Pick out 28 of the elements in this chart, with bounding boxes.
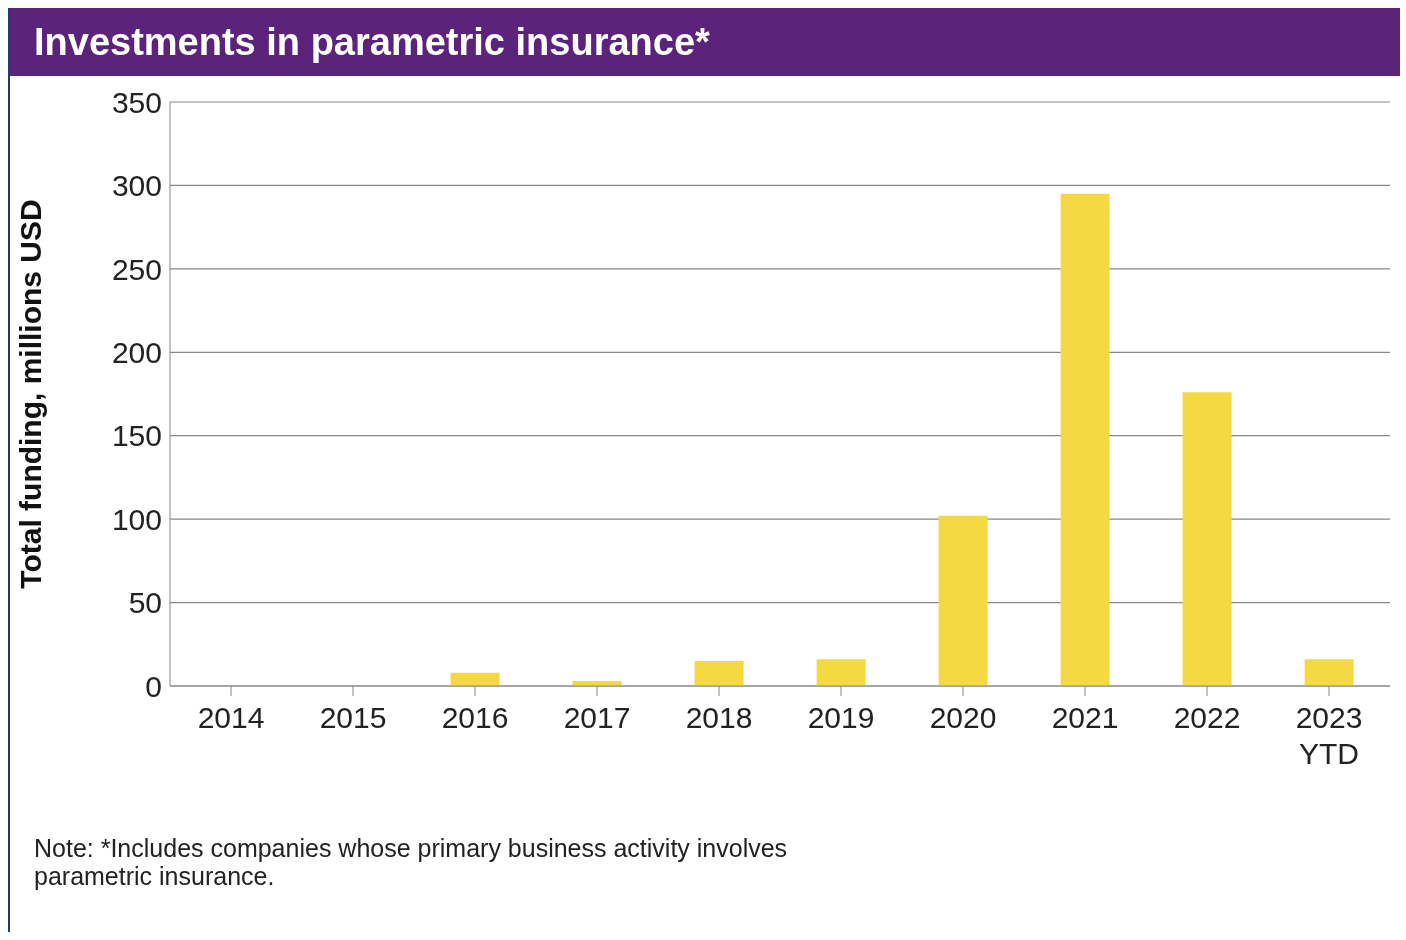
x-tick-label: 2022: [1173, 701, 1241, 734]
x-tick-label: 2020: [929, 701, 997, 734]
x-tick-label: 2019: [807, 701, 875, 734]
x-tick-label: 2017: [563, 701, 631, 734]
y-tick-label: 200: [111, 335, 162, 369]
x-tick-label: 2016: [441, 701, 509, 734]
bar: [938, 515, 988, 686]
x-tick-label: 2014: [197, 701, 265, 734]
y-tick-label: 350: [111, 85, 162, 119]
bar: [1182, 392, 1232, 686]
x-tick-label: 2018: [685, 701, 753, 734]
y-tick-label: 100: [111, 502, 162, 536]
text: Note: *Includes companies whose primary business activity involves parametric insurance.: [34, 834, 788, 890]
x-tick-label: 2021: [1051, 701, 1119, 734]
bar: [450, 672, 500, 686]
bar: [1060, 193, 1110, 686]
x-tick-label: 2023 YTD: [1295, 701, 1363, 770]
y-tick-label: 250: [111, 252, 162, 286]
y-axis-title: Total funding, millions USD: [13, 199, 47, 589]
y-tick-label: 300: [111, 169, 162, 203]
bar: [816, 659, 866, 686]
y-tick-label: 0: [145, 669, 162, 703]
chart-title: Investments in parametric insurance*: [10, 8, 1400, 76]
bar: [1304, 659, 1354, 686]
y-tick-label: 50: [128, 586, 162, 620]
x-tick-label: 2015: [319, 701, 387, 734]
y-tick-label: 150: [111, 419, 162, 453]
bar: [694, 660, 744, 686]
